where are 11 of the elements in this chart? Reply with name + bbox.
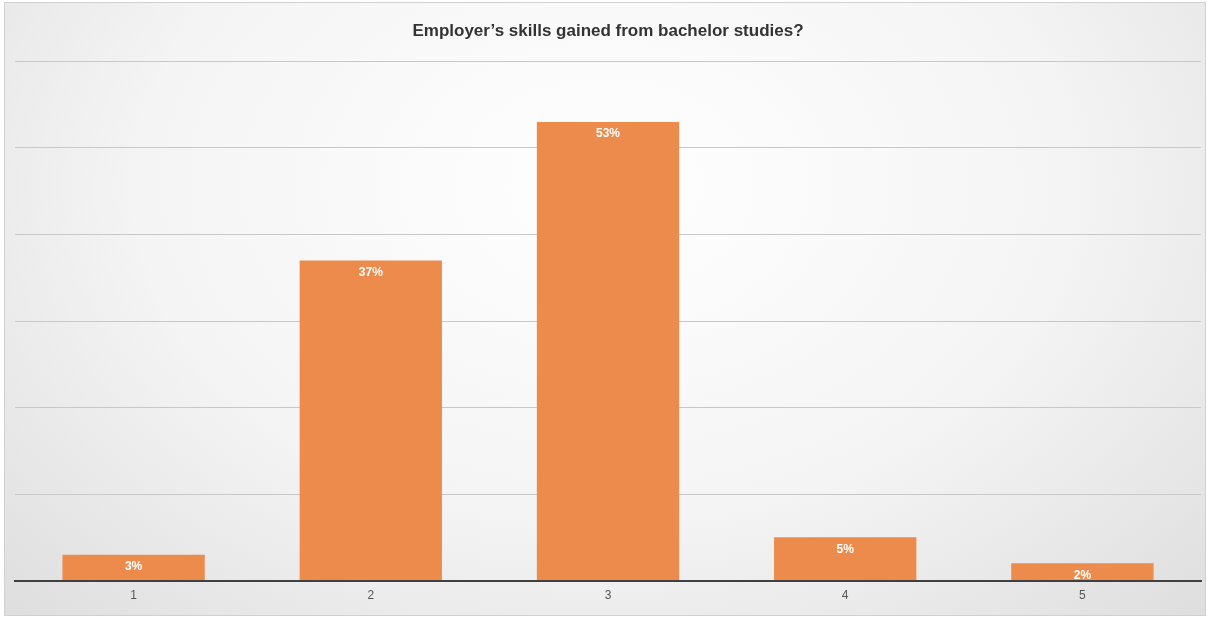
- x-tick-label: 3: [604, 588, 612, 603]
- x-tick-label: 4: [841, 588, 849, 603]
- x-tick-label: 1: [130, 588, 138, 603]
- data-label: 37%: [358, 264, 384, 279]
- chart-title: Employer’s skills gained from bachelor studies?: [412, 20, 804, 40]
- x-tick-label: 5: [1079, 588, 1087, 603]
- x-tick-label: 2: [367, 588, 375, 603]
- data-label: 53%: [595, 126, 621, 141]
- data-label: 5%: [836, 541, 855, 556]
- data-label: 2%: [1073, 567, 1092, 582]
- data-label: 3%: [124, 558, 143, 573]
